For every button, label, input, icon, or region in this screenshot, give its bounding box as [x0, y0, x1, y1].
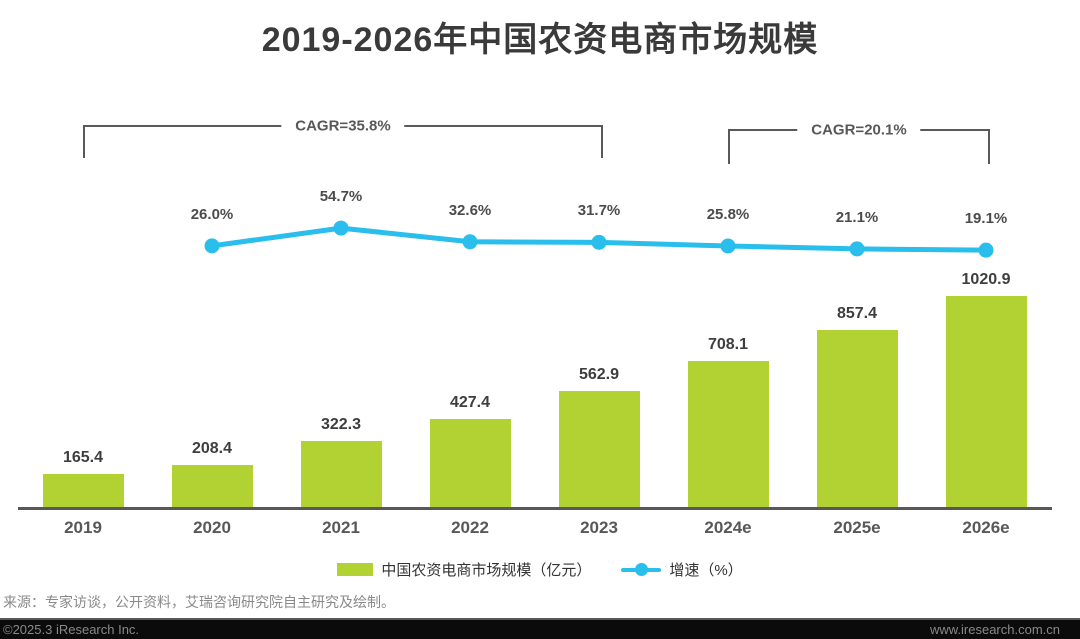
x-axis-label-2023: 2023 — [580, 518, 618, 537]
bar-value-2020: 208.4 — [191, 439, 233, 457]
growth-point-2020 — [204, 238, 220, 254]
legend: 中国农资电商市场规模（亿元） 增速（%） — [0, 556, 1080, 582]
footer-divider — [0, 618, 1080, 620]
growth-point-2024e — [720, 238, 736, 254]
x-axis-label-2025e: 2025e — [833, 518, 881, 537]
copyright-text: ©2025.3 iResearch Inc. — [3, 622, 140, 637]
cagr-label-2: CAGR=20.1% — [797, 121, 921, 139]
cagr-bracket-2: CAGR=20.1% — [728, 121, 990, 164]
growth-value-2024e: 25.8% — [706, 206, 750, 223]
growth-value-2020: 26.0% — [190, 205, 234, 223]
line-series-dot-icon — [635, 562, 649, 576]
footer-bar: ©2025.3 iResearch Inc. www.iresearch.com… — [0, 620, 1080, 639]
bar-2020 — [171, 464, 253, 508]
bar-2023 — [558, 391, 640, 508]
bar-value-2026e: 1020.9 — [961, 270, 1011, 288]
growth-line — [209, 225, 989, 253]
growth-point-2021 — [333, 220, 349, 236]
chart-title: 2019-2026年中国农资电商市场规模 — [261, 21, 819, 59]
growth-value-2023: 31.7% — [577, 202, 621, 220]
bar-2026e — [945, 295, 1027, 508]
line-series-label: 增速（%） — [669, 561, 743, 579]
bar-2022 — [429, 419, 511, 508]
x-axis-line — [18, 507, 1052, 510]
bar-2019 — [42, 473, 124, 508]
growth-value-2021: 54.7% — [319, 188, 363, 206]
legend-item-market-size: 中国农资电商市场规模（亿元） — [337, 559, 591, 580]
line-series-swatch — [621, 562, 662, 576]
bar-series-swatch — [337, 562, 374, 576]
cagr-label-1: CAGR=35.8% — [281, 117, 405, 135]
growth-point-2025e — [849, 241, 865, 257]
growth-point-2022 — [462, 234, 478, 250]
bar-value-2025e: 857.4 — [836, 304, 878, 322]
bar-value-2022: 427.4 — [449, 394, 491, 412]
bar-value-2019: 165.4 — [62, 448, 104, 466]
cagr-bracket-1: CAGR=35.8% — [83, 117, 603, 158]
growth-point-2026e — [978, 242, 994, 258]
x-axis-label-2021: 2021 — [322, 518, 360, 537]
x-axis-label-2019: 2019 — [64, 518, 102, 537]
bar-2024e — [687, 360, 769, 508]
legend-item-growth-rate: 增速（%） — [621, 559, 743, 580]
x-axis-label-2022: 2022 — [451, 518, 489, 537]
growth-point-2023 — [591, 234, 607, 250]
growth-value-2025e: 21.1% — [835, 208, 879, 226]
bar-2021 — [300, 441, 382, 508]
bar-value-2021: 322.3 — [320, 416, 362, 434]
growth-value-2026e: 19.1% — [964, 210, 1008, 228]
x-axis-label-2026e: 2026e — [962, 518, 1010, 537]
x-axis-label-2024e: 2024e — [704, 518, 752, 537]
website-text: www.iresearch.com.cn — [929, 622, 1060, 637]
source-note: 来源：专家访谈，公开资料，艾瑞咨询研究院自主研究及绘制。 — [3, 594, 395, 610]
bar-2025e — [816, 329, 898, 508]
growth-value-2022: 32.6% — [448, 201, 492, 219]
x-axis-label-2020: 2020 — [193, 518, 231, 537]
bar-value-2024e: 708.1 — [707, 335, 749, 353]
bar-value-2023: 562.9 — [578, 366, 620, 384]
bar-series-label: 中国农资电商市场规模（亿元） — [381, 561, 592, 579]
